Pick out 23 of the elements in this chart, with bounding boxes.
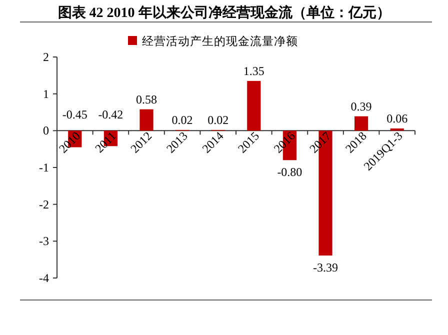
data-label: 1.35 [243,64,264,78]
data-label: 0.02 [172,112,193,127]
y-tick-label: 2 [43,50,49,64]
bar [247,80,261,131]
data-label: -0.80 [277,165,302,180]
data-label: -3.39 [313,260,338,275]
y-tick-label: -1 [39,160,49,174]
data-label: -0.45 [62,108,88,122]
y-tick-label: 1 [43,86,49,101]
legend-label: 经营活动产生的现金流量净额 [142,34,298,48]
data-label: 0.39 [350,99,372,114]
data-label: 0.06 [386,111,408,126]
y-tick-label: -4 [39,271,49,285]
y-tick-label: 0 [43,124,49,138]
y-tick-label: -2 [39,197,49,212]
bar [140,109,154,131]
data-label: 0.02 [208,112,229,127]
data-label: -0.42 [98,108,124,122]
y-tick-label: -3 [39,234,49,248]
bar [354,116,368,131]
data-label: 0.58 [136,92,157,106]
bar [390,128,404,131]
chart-title: 图表 42 2010 年以来公司净经营现金流（单位：亿元） [58,4,390,21]
